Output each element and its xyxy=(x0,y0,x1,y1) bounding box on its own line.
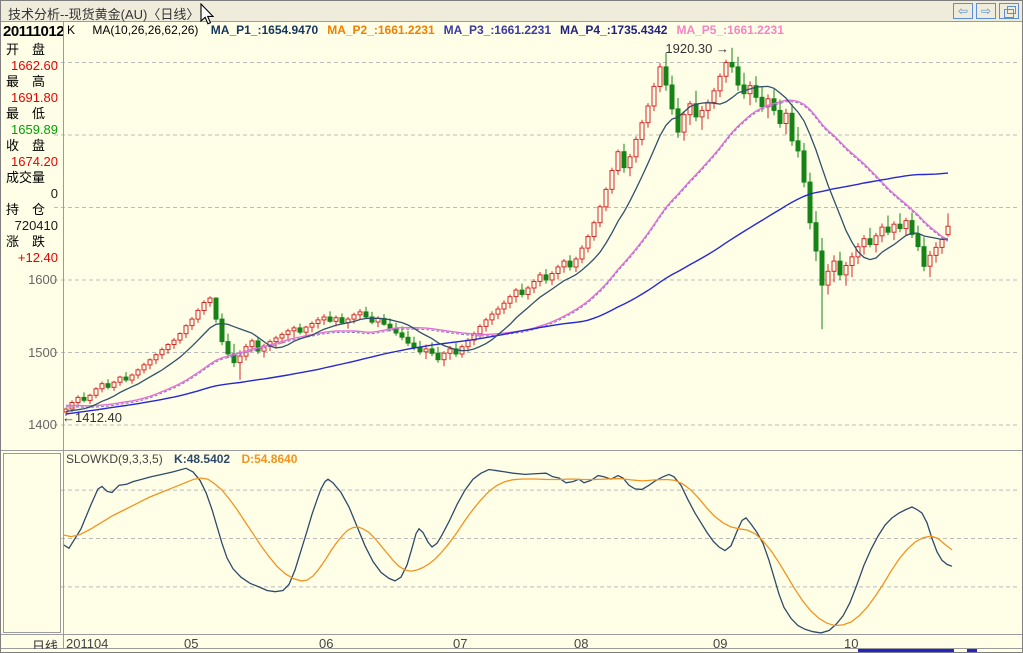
back-arrow-icon: ⇦ xyxy=(957,4,969,18)
scrollbar-thumb[interactable] xyxy=(858,649,954,652)
forward-button[interactable]: ⇨ xyxy=(976,3,996,19)
quote-field-label: 收 盘 xyxy=(6,138,46,153)
kd-d-line xyxy=(62,477,953,627)
restore-window-icon xyxy=(1004,5,1016,18)
quote-field-value: 1662.60 xyxy=(11,58,58,73)
ma-indicator-header: K MA(10,26,26,62,26) MA_P1_:1654.9470 MA_… xyxy=(67,23,802,37)
axis-row-bottom-border xyxy=(1,648,1022,649)
titlebar-buttons: ⇦ ⇨ xyxy=(953,3,1019,19)
kd-indicator-header: SLOWKD(9,3,3,5) K:48.5402 D:54.8640 xyxy=(66,452,305,466)
kd-name: SLOWKD(9,3,3,5) xyxy=(66,452,163,466)
time-axis-label: 07 xyxy=(453,636,468,651)
time-axis-label: 201104 xyxy=(66,636,109,651)
ma-value-ma_p5_: MA_P5_:1661.2231 xyxy=(676,23,784,37)
time-axis-label: 06 xyxy=(319,636,334,651)
high-annotation: 1920.30 → xyxy=(665,41,729,56)
ma26-line xyxy=(65,99,949,407)
quote-field-label: 最 高 xyxy=(6,74,46,89)
price-tick-label: 1500 xyxy=(28,344,57,360)
scrollbar-thumb-fragment[interactable] xyxy=(967,649,977,652)
period-label: 日线 xyxy=(31,639,58,653)
ma-value-ma_p2_: MA_P2_:1661.2231 xyxy=(327,23,435,37)
time-axis-label: 05 xyxy=(184,636,199,651)
low-annotation: ←1412.40 xyxy=(62,410,122,425)
ma-value-ma_p1_: MA_P1_:1654.9470 xyxy=(210,23,319,37)
ma-values: MA_P1_:1654.9470 MA_P2_:1661.2231 MA_P3_:1… xyxy=(211,23,793,37)
quote-field-value: 1691.80 xyxy=(11,90,58,105)
axis-row-top-border xyxy=(1,634,1022,635)
sidebar-divider xyxy=(63,22,64,648)
quote-date: 20111012 xyxy=(3,23,65,40)
panel-separator xyxy=(1,450,1022,451)
back-button[interactable]: ⇦ xyxy=(953,3,973,19)
ma62-line xyxy=(65,172,949,415)
quote-field-label: 开 盘 xyxy=(6,42,46,57)
quote-field-label: 涨 跌 xyxy=(6,234,46,249)
forward-arrow-icon: ⇨ xyxy=(980,4,992,18)
horizontal-scrollbar[interactable] xyxy=(1,649,1022,652)
kd-d-value: D:54.8640 xyxy=(241,452,298,466)
price-tick-label: 1600 xyxy=(28,272,57,287)
kd-k-value: K:48.5402 xyxy=(174,452,231,466)
quote-field-value: 1674.20 xyxy=(11,154,58,169)
period-flag: K xyxy=(67,23,76,37)
kd-sidebar-box xyxy=(3,453,61,633)
quote-panel: 开 盘 1662.60 最 高 1691.80 最 低 1659.89 收 盘 1674.20… xyxy=(1,42,61,266)
ma10-line xyxy=(65,85,949,413)
time-axis-label: 08 xyxy=(574,636,589,651)
title-bar: 技术分析--现货黄金(AU)〈日线〉 ⇦ ⇨ xyxy=(1,1,1022,22)
time-axis-label: 09 xyxy=(713,636,728,651)
ma-definition: MA(10,26,26,62,26) xyxy=(92,23,199,37)
quote-field-value: 1659.89 xyxy=(11,122,58,137)
quote-field-label: 成交量 xyxy=(6,170,46,185)
time-axis-label: 10 xyxy=(844,636,859,651)
window-title: 技术分析--现货黄金(AU)〈日线〉 xyxy=(8,7,200,22)
candles xyxy=(63,47,951,416)
quote-field-label: 持 仓 xyxy=(6,202,46,217)
quote-field-label: 最 低 xyxy=(6,106,46,121)
ma-value-ma_p4_: MA_P4_:1735.4342 xyxy=(560,23,668,37)
restore-button[interactable] xyxy=(999,3,1019,19)
quote-field-value: 0 xyxy=(50,186,58,201)
quote-field-value: 720410 xyxy=(14,218,58,233)
mouse-cursor-icon xyxy=(200,3,215,25)
ma-value-ma_p3_: MA_P3_:1661.2231 xyxy=(443,23,552,37)
quote-field-value: +12.40 xyxy=(17,250,58,265)
kd-k-line xyxy=(62,467,953,634)
price-tick-label: 1400 xyxy=(28,417,57,432)
